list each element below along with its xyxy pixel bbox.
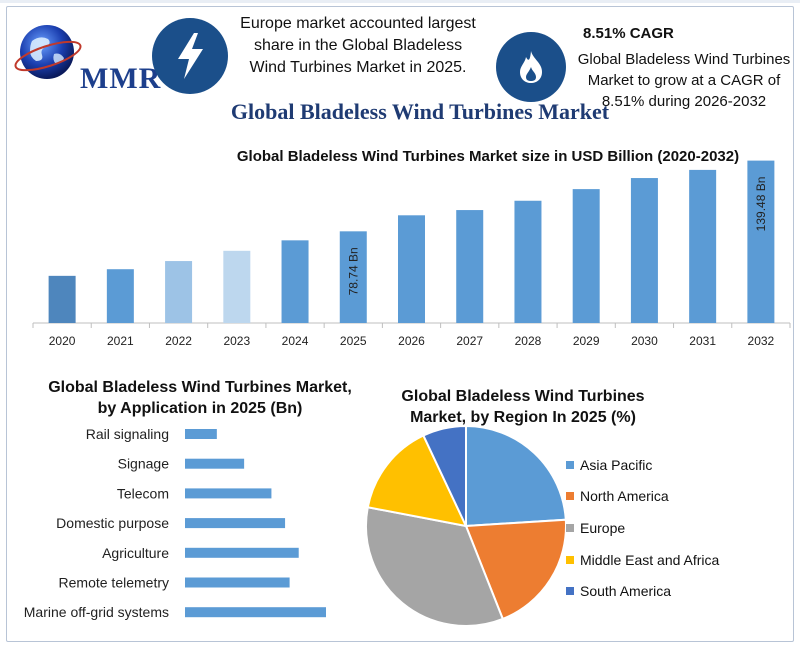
- application-bar: [185, 607, 326, 618]
- x-tick-label: 2030: [631, 334, 658, 348]
- x-tick-label: 2026: [398, 334, 425, 348]
- bar-2021: [106, 269, 134, 323]
- pie-slice-asia-pacific: [465, 424, 567, 528]
- legend-swatch: [566, 587, 574, 596]
- infographic-frame: [6, 6, 794, 642]
- application-label: Telecom: [117, 485, 169, 501]
- logo-text: MMR: [80, 62, 162, 95]
- bar-chart-title: Global Bladeless Wind Turbines Market si…: [236, 148, 740, 165]
- legend-swatch: [566, 460, 574, 469]
- region-legend: Asia Pacific North America Europe Middle Ea…: [566, 449, 719, 607]
- x-tick-label: 2027: [456, 334, 483, 348]
- legend-item: North America: [566, 481, 719, 513]
- x-tick-label: 2032: [748, 334, 775, 348]
- bar-2025: [339, 231, 367, 323]
- bar-2022: [165, 261, 193, 323]
- application-bar: [185, 577, 290, 588]
- application-bar-chart: Rail signaling Signage Telecom Domestic pur…: [24, 426, 326, 620]
- x-tick-label: 2028: [515, 334, 542, 348]
- bar-2032: [747, 160, 775, 323]
- x-tick-label: 2031: [689, 334, 716, 348]
- application-label: Remote telemetry: [59, 575, 169, 591]
- application-label: Domestic purpose: [56, 515, 169, 531]
- application-label: Signage: [118, 456, 170, 472]
- legend-label: Asia Pacific: [580, 456, 653, 473]
- x-tick-label: 2029: [573, 334, 600, 348]
- legend-item: Asia Pacific: [566, 449, 719, 481]
- bar-2024: [281, 240, 309, 323]
- legend-label: Europe: [580, 519, 626, 536]
- application-label: Rail signaling: [86, 426, 169, 442]
- bar-2030: [630, 178, 658, 323]
- region-chart-title: Global Bladeless Wind Turbines Market, b…: [401, 388, 645, 426]
- x-tick-label: 2023: [223, 334, 250, 348]
- bar-2029: [572, 189, 600, 323]
- application-bar: [185, 518, 286, 529]
- legend-swatch: [566, 492, 574, 501]
- bar-2026: [398, 215, 425, 323]
- application-label: Marine off-grid systems: [24, 604, 169, 620]
- pie-slice-europe: [365, 506, 505, 627]
- legend-swatch: [566, 523, 574, 532]
- legend-item: South America: [566, 575, 719, 607]
- lightning-bolt-icon: [152, 18, 228, 94]
- region-pie-chart: [365, 424, 567, 627]
- europe-share-text: Europe market accounted largest share in…: [240, 15, 476, 76]
- pie-slice-north-america: [464, 518, 567, 621]
- x-tick-label: 2021: [107, 334, 134, 348]
- flame-icon: [496, 32, 566, 102]
- bar-2027: [456, 210, 484, 323]
- bar-2031: [689, 169, 717, 323]
- application-bar: [185, 488, 272, 499]
- market-size-bar-chart: 2020 2021 2022 2023 2024 2025 2026 2027 2028 2029…: [32, 160, 791, 348]
- application-chart-title: Global Bladeless Wind Turbines Market, b…: [48, 379, 352, 417]
- bar-2020: [48, 275, 76, 323]
- cagr-text: Global Bladeless Wind Turbines Market to…: [577, 51, 791, 110]
- bar-data-label: 139.48 Bn: [754, 177, 768, 232]
- x-tick-label: 2020: [49, 334, 76, 348]
- mmr-logo: MMR: [14, 16, 160, 95]
- legend-swatch: [566, 555, 574, 564]
- x-tick-label: 2024: [282, 334, 309, 348]
- cagr-title: 8.51% CAGR: [583, 25, 674, 42]
- bar-2028: [514, 200, 542, 323]
- bar-data-label: 78.74 Bn: [346, 247, 360, 295]
- application-label: Agriculture: [102, 545, 169, 561]
- bar-2023: [223, 250, 251, 323]
- legend-item: Middle East and Africa: [566, 544, 719, 576]
- legend-item: Europe: [566, 512, 719, 544]
- application-bar: [185, 458, 245, 469]
- legend-label: Middle East and Africa: [580, 551, 720, 568]
- x-tick-label: 2022: [165, 334, 192, 348]
- main-title: Global Bladeless Wind Turbines Market: [230, 99, 610, 124]
- application-bar: [185, 547, 299, 558]
- x-tick-label: 2025: [340, 334, 367, 348]
- legend-label: South America: [580, 583, 672, 600]
- pie-slice-south-america: [422, 424, 467, 527]
- pie-slice-middle-east-and-africa: [366, 434, 468, 528]
- legend-label: North America: [580, 488, 669, 505]
- globe-icon: [14, 25, 82, 79]
- application-bar: [185, 429, 217, 439]
- top-border-line: [0, 0, 800, 3]
